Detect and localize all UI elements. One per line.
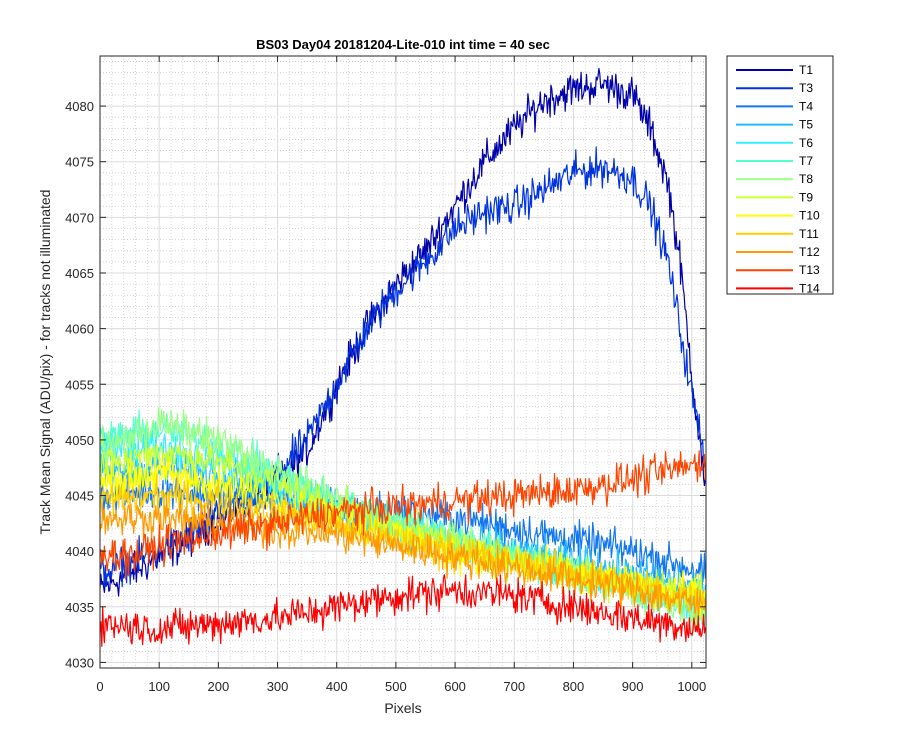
x-tick-label: 200 <box>208 679 230 694</box>
x-tick-label: 1000 <box>677 679 706 694</box>
series-line-t3 <box>100 146 706 588</box>
legend-box <box>726 55 834 295</box>
y-tick-label: 4035 <box>65 600 94 615</box>
x-tick-label: 600 <box>444 679 466 694</box>
x-axis-label: Pixels <box>384 700 421 716</box>
x-tick-label: 100 <box>148 679 170 694</box>
legend-label-t3: T3 <box>799 81 813 95</box>
legend-label-t13: T13 <box>799 263 820 277</box>
x-tick-label: 300 <box>267 679 289 694</box>
y-tick-label: 4075 <box>65 155 94 170</box>
series-lines <box>100 67 706 647</box>
legend-label-t5: T5 <box>799 118 813 132</box>
y-tick-label: 4065 <box>65 266 94 281</box>
x-tick-label: 800 <box>563 679 585 694</box>
x-tick-label: 900 <box>622 679 644 694</box>
series-line-t12 <box>100 496 706 618</box>
x-tick-label: 400 <box>326 679 348 694</box>
legend-label-t9: T9 <box>799 190 813 204</box>
series-line-t13 <box>100 450 706 580</box>
series-line-t14 <box>100 574 706 647</box>
legend-label-t11: T11 <box>799 227 819 241</box>
y-tick-label: 4070 <box>65 210 94 225</box>
tick-labels: 0 100 200 300 400 500 600 700 800 900 1000 4030 4035… <box>65 99 706 694</box>
y-tick-label: 4080 <box>65 99 94 114</box>
y-axis-label: Track Mean Signal (ADU/pix) - for tracks… <box>37 190 53 535</box>
legend-label-t10: T10 <box>799 209 820 223</box>
legend-label-t6: T6 <box>799 136 813 150</box>
y-tick-label: 4045 <box>65 489 94 504</box>
chart-title: BS03 Day04 20181204-Lite-010 int time = … <box>256 37 550 52</box>
axis-ticks <box>99 56 706 668</box>
legend-label-t4: T4 <box>799 99 813 113</box>
y-tick-label: 4055 <box>65 377 94 392</box>
plot-frame <box>99 55 707 669</box>
x-tick-label: 0 <box>96 679 103 694</box>
legend: T1 T3 T4 T5 T6 T7 T8 T9 T10 T11 T12 T13 T14 <box>726 55 834 295</box>
x-tick-label: 500 <box>385 679 407 694</box>
legend-label-t1: T1 <box>799 63 813 77</box>
y-tick-label: 4060 <box>65 322 94 337</box>
x-tick-label: 700 <box>503 679 525 694</box>
y-tick-label: 4040 <box>65 544 94 559</box>
legend-label-t7: T7 <box>799 154 813 168</box>
legend-label-t8: T8 <box>799 172 813 186</box>
y-tick-label: 4030 <box>65 655 94 670</box>
y-tick-label: 4050 <box>65 433 94 448</box>
legend-label-t14: T14 <box>799 281 820 295</box>
legend-label-t12: T12 <box>799 245 820 259</box>
